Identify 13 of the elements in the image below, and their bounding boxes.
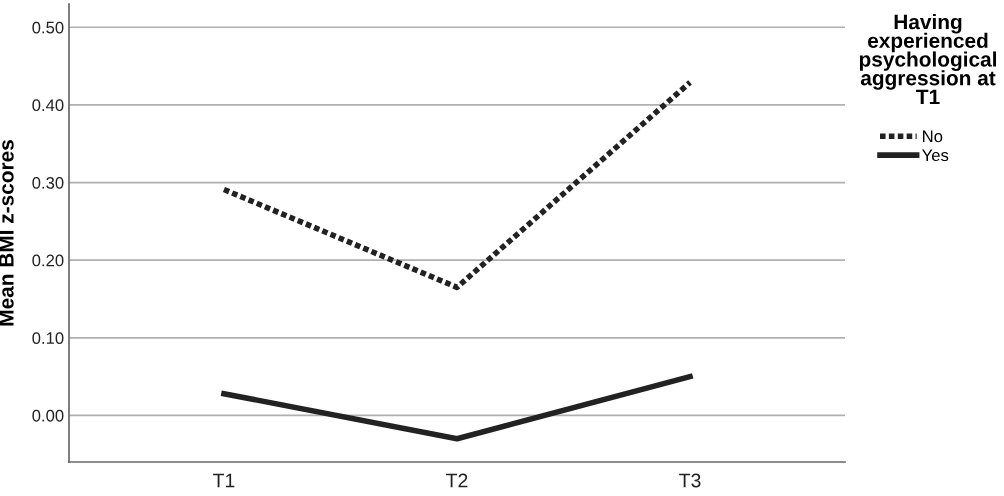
x-tick-label: T2 xyxy=(446,473,468,488)
y-tick-label: 0.40 xyxy=(32,99,64,112)
y-axis-title: Mean BMI z-scores xyxy=(0,140,14,326)
legend-label: No xyxy=(923,130,943,143)
y-tick-label: 0.30 xyxy=(32,176,64,189)
y-tick-label: 0.10 xyxy=(32,332,64,344)
y-tick-label: 0.00 xyxy=(32,409,64,422)
y-tick-label: 0.50 xyxy=(32,21,64,34)
legend-label: Yes xyxy=(922,149,949,162)
x-tick-label: T1 xyxy=(213,473,235,488)
legend-title: Having experienced psychological aggression at T1 xyxy=(859,14,996,105)
x-tick-label: T3 xyxy=(679,473,701,488)
y-tick-label: 0.20 xyxy=(32,254,64,267)
